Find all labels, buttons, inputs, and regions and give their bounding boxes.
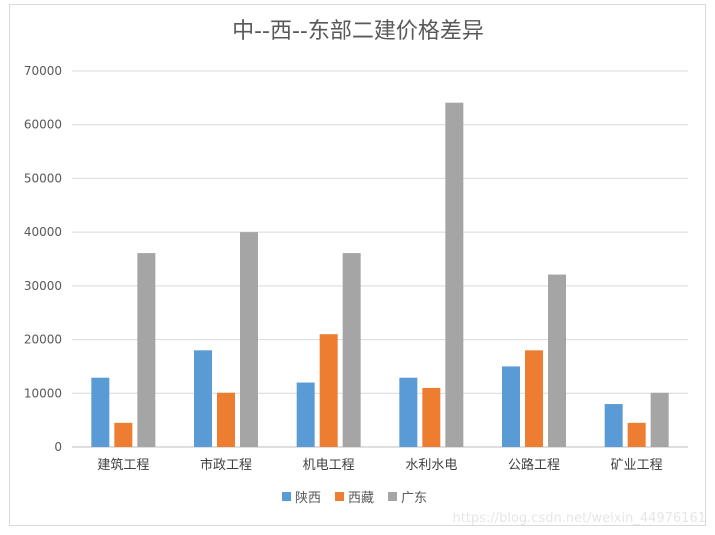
bar-西藏-公路工程	[525, 350, 543, 447]
bar-陕西-矿业工程	[604, 404, 623, 447]
bar-西藏-矿业工程	[627, 422, 646, 447]
y-tick-label: 10000	[24, 386, 62, 400]
x-category-label: 市政工程	[200, 457, 252, 473]
y-tick-label: 50000	[24, 171, 62, 185]
x-category-label: 建筑工程	[97, 457, 149, 473]
y-tick-label: 40000	[24, 225, 62, 239]
legend-swatch-广东	[388, 492, 397, 501]
bar-西藏-建筑工程	[114, 422, 133, 447]
y-axis-ticks: 0 10000 20000 30000 40000 50000 60000 70000	[24, 64, 62, 454]
y-tick-label: 20000	[24, 333, 62, 347]
y-tick-label: 70000	[24, 64, 62, 78]
bar-陕西-机电工程	[296, 382, 315, 447]
legend-label: 广东	[401, 491, 427, 506]
bar-广东-市政工程	[240, 232, 258, 447]
bar-广东-公路工程	[548, 274, 566, 447]
bar-西藏-市政工程	[217, 392, 235, 447]
bar-陕西-公路工程	[502, 366, 520, 447]
legend-label: 西藏	[348, 491, 374, 506]
x-category-label: 水利水电	[405, 458, 457, 473]
bars	[91, 102, 669, 447]
legend-swatch-西藏	[335, 492, 344, 501]
bar-陕西-市政工程	[194, 350, 212, 447]
gridlines	[72, 70, 688, 448]
bar-陕西-建筑工程	[91, 377, 110, 447]
bar-广东-水利水电	[445, 102, 464, 447]
x-category-label: 机电工程	[303, 458, 355, 473]
bar-陕西-水利水电	[399, 377, 418, 447]
legend: 陕西 西藏 广东	[282, 491, 427, 506]
x-axis-categories: 建筑工程 市政工程 机电工程 水利水电 公路工程 矿业工程	[97, 457, 662, 473]
bar-西藏-水利水电	[422, 387, 441, 447]
bar-广东-矿业工程	[650, 392, 669, 447]
y-tick-label: 60000	[24, 118, 62, 132]
bar-广东-建筑工程	[137, 253, 156, 447]
y-tick-label: 30000	[24, 279, 62, 293]
y-tick-label: 0	[54, 440, 62, 454]
watermark-text: https://blog.csdn.net/weixin_44976161	[452, 511, 706, 526]
legend-label: 陕西	[295, 491, 321, 506]
bar-西藏-机电工程	[319, 334, 338, 447]
legend-swatch-陕西	[282, 492, 291, 501]
bar-广东-机电工程	[342, 253, 361, 447]
chart-title: 中--西--东部二建价格差异	[232, 19, 484, 44]
x-category-label: 公路工程	[508, 457, 560, 473]
x-category-label: 矿业工程	[611, 458, 663, 473]
